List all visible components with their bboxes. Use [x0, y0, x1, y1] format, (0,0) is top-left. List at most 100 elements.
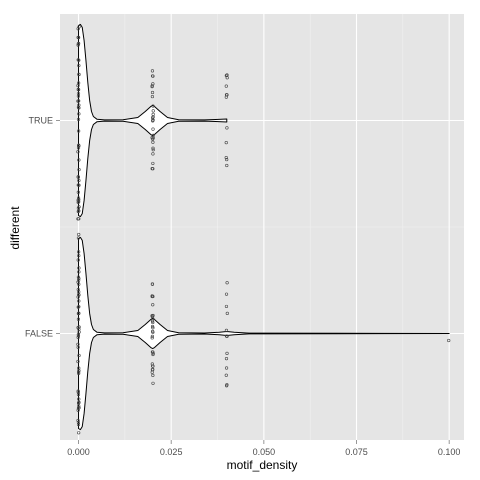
x-axis-title: motif_density: [227, 458, 298, 472]
data-point: [77, 276, 81, 281]
data-point: [225, 383, 229, 387]
data-point: [76, 335, 80, 339]
data-point: [77, 112, 81, 116]
data-point: [76, 418, 80, 423]
data-point: [151, 373, 155, 377]
data-point: [224, 304, 229, 309]
data-point: [77, 431, 81, 435]
violin-false: [78, 236, 450, 431]
data-point: [77, 369, 81, 373]
data-point: [77, 232, 81, 237]
data-point: [150, 294, 154, 298]
data-point: [77, 330, 81, 334]
data-point: [76, 27, 80, 31]
data-point: [224, 84, 228, 88]
data-point: [76, 258, 80, 262]
data-point: [77, 209, 81, 213]
data-point: [76, 422, 81, 427]
data-point: [151, 303, 155, 307]
data-point: [225, 126, 229, 130]
data-point: [224, 328, 229, 332]
data-point: [151, 326, 155, 330]
data-point: [150, 319, 155, 323]
data-point: [151, 167, 155, 171]
y-tick-label: FALSE: [25, 329, 53, 339]
x-tick-label: 0.025: [160, 447, 183, 457]
data-point: [77, 311, 81, 315]
x-axis-ticks: 0.000 0.025 0.050 0.075 0.100: [67, 440, 460, 457]
data-point: [151, 364, 155, 368]
data-point: [77, 167, 81, 172]
data-point: [150, 94, 155, 99]
data-point: [77, 183, 81, 187]
data-point: [76, 359, 80, 364]
data-point: [76, 175, 80, 179]
x-tick-label: 0.050: [253, 447, 276, 457]
data-point: [76, 236, 81, 240]
data-point: [76, 43, 80, 47]
data-point: [77, 254, 81, 258]
data-point: [76, 420, 81, 425]
x-tick-label: 0.075: [345, 447, 368, 457]
data-point: [151, 352, 155, 357]
data-point: [150, 334, 154, 338]
data-point: [225, 163, 229, 168]
data-point: [225, 157, 229, 162]
data-point: [224, 357, 229, 361]
y-axis-ticks: FALSE TRUE: [25, 116, 60, 339]
data-point: [76, 99, 80, 103]
data-point: [77, 353, 81, 358]
data-point: [225, 281, 229, 285]
data-point: [76, 209, 80, 214]
x-tick-label: 0.000: [67, 447, 90, 457]
data-point: [151, 104, 155, 108]
data-point: [77, 305, 81, 309]
data-point: [150, 336, 154, 340]
data-point: [76, 200, 80, 204]
data-point: [77, 143, 81, 147]
y-tick-label: TRUE: [29, 116, 54, 126]
data-point: [76, 94, 81, 98]
data-point: [76, 392, 81, 397]
data-point: [151, 82, 155, 86]
data-point: [76, 305, 80, 309]
data-point: [151, 118, 155, 122]
data-point: [76, 196, 81, 200]
data-point: [77, 250, 81, 254]
data-point: [224, 292, 229, 296]
data-point: [151, 127, 155, 131]
data-point: [224, 366, 229, 370]
data-point: [224, 373, 228, 377]
data-point: [76, 35, 80, 40]
violin-true: [78, 23, 228, 218]
data-point: [77, 63, 81, 68]
data-point: [76, 342, 80, 346]
data-point: [151, 313, 155, 318]
data-point: [225, 334, 229, 338]
data-point: [76, 117, 81, 122]
data-point: [225, 351, 229, 355]
data-point: [150, 362, 154, 366]
data-point: [224, 156, 228, 160]
minor-gridlines: [60, 14, 464, 440]
data-point: [76, 406, 81, 410]
data-point: [77, 103, 81, 107]
data-point: [76, 317, 81, 321]
data-point: [77, 299, 81, 303]
data-point: [77, 404, 81, 408]
data-point: [76, 84, 80, 88]
data-point: [151, 137, 155, 141]
data-point: [76, 58, 80, 62]
data-point: [151, 148, 155, 152]
x-tick-label: 0.100: [438, 447, 461, 457]
data-point: [76, 275, 81, 279]
data-point: [224, 141, 228, 145]
violins: [78, 23, 450, 431]
data-point: [77, 200, 81, 204]
data-point: [151, 109, 155, 113]
data-point: [150, 370, 154, 374]
data-point: [77, 158, 81, 162]
data-point: [77, 370, 81, 374]
data-point: [76, 150, 80, 154]
data-point: [150, 69, 155, 73]
